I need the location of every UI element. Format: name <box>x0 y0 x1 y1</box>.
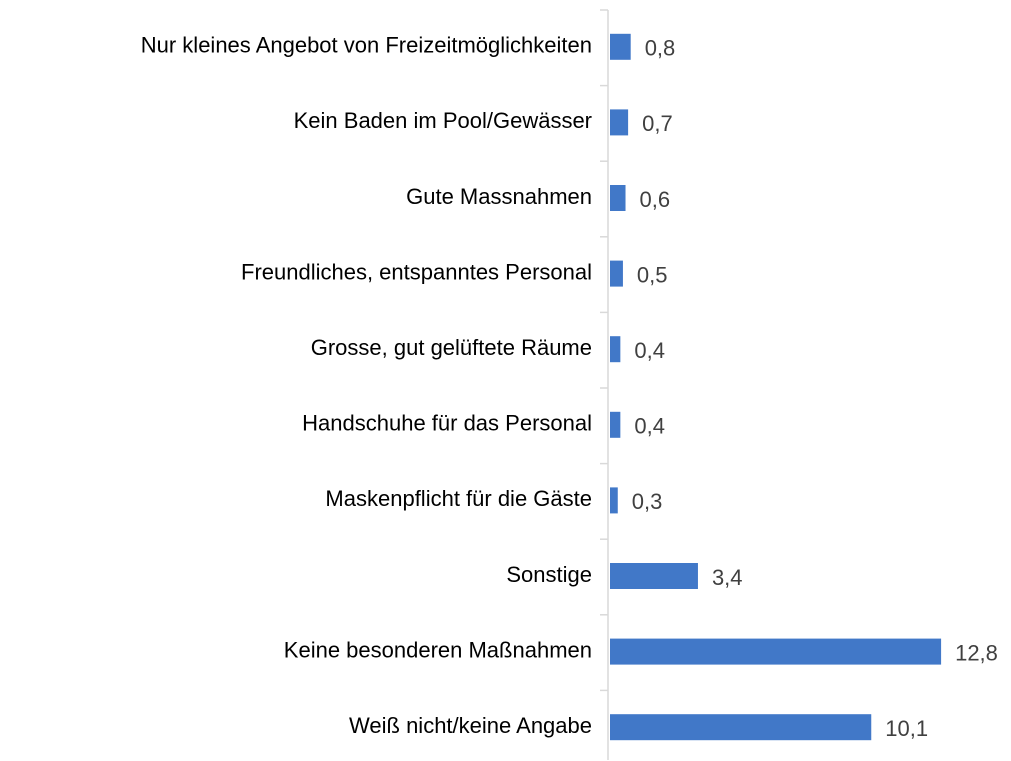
y-tick-label: Gute Massnahmen <box>406 184 592 209</box>
data-label: 0,3 <box>632 489 663 514</box>
bar <box>610 33 631 60</box>
data-label: 0,6 <box>640 187 671 212</box>
data-label: 10,1 <box>885 716 928 741</box>
y-tick-label: Sonstige <box>506 562 592 587</box>
y-tick-label: Grosse, gut gelüftete Räume <box>311 335 592 360</box>
data-label: 0,4 <box>634 414 665 439</box>
data-label: 3,4 <box>712 565 743 590</box>
bar <box>610 336 621 363</box>
data-label: 12,8 <box>955 640 998 665</box>
bar <box>610 638 942 665</box>
bar <box>610 260 623 287</box>
bar <box>610 185 626 211</box>
bar <box>610 487 618 514</box>
bar <box>610 411 621 438</box>
data-label: 0,8 <box>645 36 676 61</box>
bar <box>610 109 629 136</box>
y-tick-label: Kein Baden im Pool/Gewässer <box>294 108 592 133</box>
y-tick-label: Nur kleines Angebot von Freizeitmöglichk… <box>141 33 592 58</box>
y-tick-label: Freundliches, entspanntes Personal <box>241 259 592 284</box>
data-label: 0,5 <box>637 262 668 287</box>
bar <box>610 714 872 741</box>
data-label: 0,7 <box>642 111 673 136</box>
data-label: 0,4 <box>634 338 665 363</box>
bar <box>610 563 698 589</box>
y-tick-label: Maskenpflicht für die Gäste <box>325 486 592 511</box>
y-tick-label: Keine besonderen Maßnahmen <box>284 637 592 662</box>
y-tick-label: Handschuhe für das Personal <box>302 411 592 436</box>
y-tick-label: Weiß nicht/keine Angabe <box>349 713 592 738</box>
